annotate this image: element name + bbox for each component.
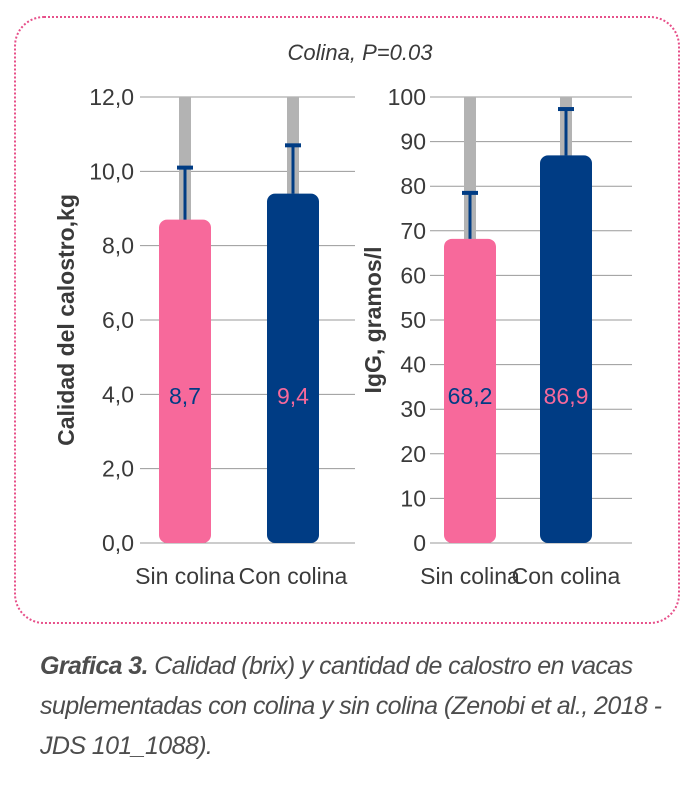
figure-caption: Grafica 3. Calidad (brix) y cantidad de … <box>40 646 680 766</box>
y-axis-label: IgG, gramos/l <box>360 247 386 394</box>
data-label: 9,4 <box>277 383 309 409</box>
y-tick-label: 40 <box>400 352 426 378</box>
y-tick-label: 4,0 <box>102 381 134 407</box>
bar-sin-colina <box>159 219 211 543</box>
y-axis-label: Calidad del calostro,kg <box>53 194 79 446</box>
chart-area: 0,0 2,0 4,0 6,0 8,0 10,0 12,0 Calidad del calos… <box>53 40 632 589</box>
y-tick-label: 90 <box>400 129 426 155</box>
y-tick-label: 50 <box>400 307 426 333</box>
bar-con-colina <box>540 155 592 543</box>
y-tick-label: 2,0 <box>102 456 134 482</box>
y-tick-label: 30 <box>400 396 426 422</box>
bar-con-colina <box>267 193 319 543</box>
chart-frame <box>14 16 680 624</box>
x-category-label: Sin colina <box>420 563 520 589</box>
data-label: 8,7 <box>169 383 201 409</box>
caption-lead: Grafica 3. <box>40 652 149 680</box>
x-category-label: Con colina <box>512 563 621 589</box>
y-tick-label: 10 <box>400 485 426 511</box>
caption-text: Calidad (brix) y cantidad de calostro en… <box>40 652 662 760</box>
x-category-label: Con colina <box>239 563 348 589</box>
y-tick-label: 20 <box>400 441 426 467</box>
data-label: 68,2 <box>448 383 493 409</box>
y-tick-label: 0 <box>413 530 426 556</box>
bar-sin-colina <box>444 238 496 543</box>
y-tick-label: 0,0 <box>102 530 134 556</box>
y-tick-label: 100 <box>388 84 426 110</box>
error-range-column <box>464 97 476 249</box>
x-category-label: Sin colina <box>135 563 235 589</box>
y-tick-label: 60 <box>400 262 426 288</box>
error-range-column <box>179 97 191 230</box>
data-label: 86,9 <box>544 383 589 409</box>
y-tick-label: 10,0 <box>89 158 134 184</box>
y-tick-label: 6,0 <box>102 307 134 333</box>
y-tick-label: 80 <box>400 173 426 199</box>
y-tick-label: 12,0 <box>89 84 134 110</box>
y-tick-label: 70 <box>400 218 426 244</box>
chart-title: Colina, P=0.03 <box>288 40 434 65</box>
y-tick-label: 8,0 <box>102 233 134 259</box>
